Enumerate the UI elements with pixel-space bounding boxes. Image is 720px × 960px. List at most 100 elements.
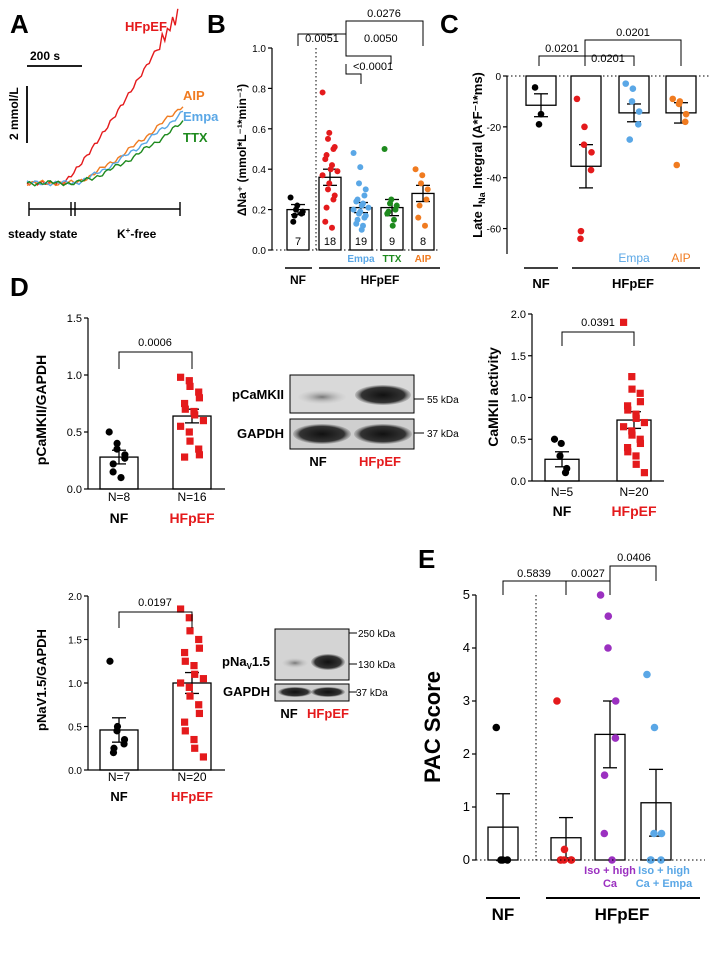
data-point xyxy=(619,423,628,431)
label-ttx: TTX xyxy=(183,130,208,145)
y-tick-label: 0.0 xyxy=(68,766,82,777)
data-point xyxy=(176,679,185,687)
blot1-label-gapdh: GAPDH xyxy=(237,426,284,441)
panel-b-plot: 7 18 19 9 8 Empa TTX AIP xyxy=(272,89,440,265)
panel-a: A 200 s 2 mmol/L HFpEF AIP Empa TTX stea… xyxy=(7,8,219,241)
y-tick-label: 5 xyxy=(463,587,470,602)
blot2-lane-hfpef: HFpEF xyxy=(307,706,349,721)
data-point xyxy=(325,186,331,193)
y-tick-label: 0.5 xyxy=(511,434,526,446)
panel-d2-bracket xyxy=(561,331,635,346)
blot1-lane-hfpef: HFpEF xyxy=(359,454,401,469)
panel-d3-pvalue: 0.0197 xyxy=(138,597,172,609)
data-point xyxy=(628,385,636,393)
data-point xyxy=(290,218,297,225)
y-tick-label: -20 xyxy=(487,123,502,134)
panel-c: C Late INa Integral (A*F⁻¹*ms) 0 -20 -40 -6… xyxy=(440,9,710,291)
panel-d1-plot xyxy=(88,373,225,490)
panel-b-group-nf: NF xyxy=(290,273,306,287)
data-point xyxy=(105,428,113,436)
group-1 xyxy=(616,318,652,482)
data-point xyxy=(109,460,117,468)
y-tick-label: 2 xyxy=(463,746,470,761)
data-point xyxy=(293,206,299,213)
data-point xyxy=(424,186,431,193)
n-label: 8 xyxy=(420,236,426,248)
data-point xyxy=(635,108,643,115)
blot1-band-hfpef-gapdh xyxy=(354,424,412,444)
data-point xyxy=(531,84,539,91)
data-point xyxy=(580,141,588,148)
data-point xyxy=(176,373,185,381)
panel-d1-y-axis: 0.0 0.5 1.0 1.5 xyxy=(67,313,89,496)
panel-d2-group-nf: NF xyxy=(553,503,572,519)
data-point xyxy=(619,318,628,326)
data-point xyxy=(581,123,588,131)
data-point xyxy=(623,444,632,452)
data-point xyxy=(195,451,204,459)
data-point xyxy=(628,431,636,439)
y-tick-label: 0.0 xyxy=(511,476,526,488)
group-4: 8 xyxy=(411,166,435,251)
panel-c-group-hfpef: HFpEF xyxy=(612,276,654,291)
protocol-bar xyxy=(28,202,181,216)
data-point xyxy=(199,753,208,761)
data-point xyxy=(326,129,333,136)
data-point xyxy=(418,180,424,187)
y-tick-label: 0.5 xyxy=(67,427,82,439)
panel-e-label-isoempa-1: Iso + high xyxy=(638,865,690,877)
panel-d3-group-hfpef: HFpEF xyxy=(171,789,213,804)
trace-ttx xyxy=(26,120,184,187)
panel-c-pvalue-3: 0.0201 xyxy=(616,27,650,39)
data-point xyxy=(643,670,651,679)
data-point xyxy=(113,445,121,453)
data-point xyxy=(560,845,569,854)
panel-e-letter: E xyxy=(418,544,435,574)
panel-e-group-hfpef: HFpEF xyxy=(595,905,650,924)
group-0 xyxy=(544,435,580,482)
group-0 xyxy=(99,428,139,490)
blot1-lane-nf: NF xyxy=(309,454,326,469)
panel-d3-y-axis: 0.0 0.5 1.0 1.5 2.0 xyxy=(68,592,89,777)
data-point xyxy=(358,226,365,233)
data-point xyxy=(657,829,666,838)
data-point xyxy=(291,212,298,219)
data-point xyxy=(356,180,362,187)
data-point xyxy=(416,202,423,209)
group-2 xyxy=(594,591,626,864)
n-label: 18 xyxy=(324,236,336,248)
data-point xyxy=(423,196,430,203)
blot2-kda-250: 250 kDa xyxy=(358,629,396,640)
data-point xyxy=(650,723,659,732)
panel-d1-group-hfpef: HFpEF xyxy=(169,510,215,526)
panel-a-letter: A xyxy=(10,9,29,39)
y-tick-label: 0.6 xyxy=(252,125,266,136)
data-point xyxy=(357,164,364,171)
blot2-band-nf-pnav xyxy=(282,658,308,668)
data-point xyxy=(319,89,326,96)
data-point xyxy=(604,612,613,620)
y-tick-label: 0 xyxy=(463,852,470,867)
label-empa: Empa xyxy=(183,109,219,124)
panel-d3-n-nf: N=7 xyxy=(108,770,131,784)
panel-e-ylabel: PAC Score xyxy=(420,671,445,783)
data-point xyxy=(636,435,644,443)
data-point xyxy=(353,220,360,227)
data-point xyxy=(330,196,337,203)
panel-d1-bracket xyxy=(118,351,193,369)
n-label: 9 xyxy=(389,236,395,248)
y-tick-label: 0.0 xyxy=(67,484,82,496)
data-point xyxy=(535,121,543,128)
blot2-label-pnav: pNaV1.5 xyxy=(222,654,270,671)
data-point xyxy=(567,856,575,864)
data-point xyxy=(109,749,118,757)
n-label: 7 xyxy=(295,236,301,248)
data-point xyxy=(636,439,645,448)
panel-c-plot: Empa AIP xyxy=(507,75,710,265)
data-point xyxy=(181,657,189,665)
blot1-kda-55: 55 kDa xyxy=(427,395,459,406)
data-point xyxy=(180,453,189,461)
data-point xyxy=(675,100,683,108)
blot2-band-hfpef-gapdh xyxy=(311,687,345,697)
data-point xyxy=(325,135,331,142)
